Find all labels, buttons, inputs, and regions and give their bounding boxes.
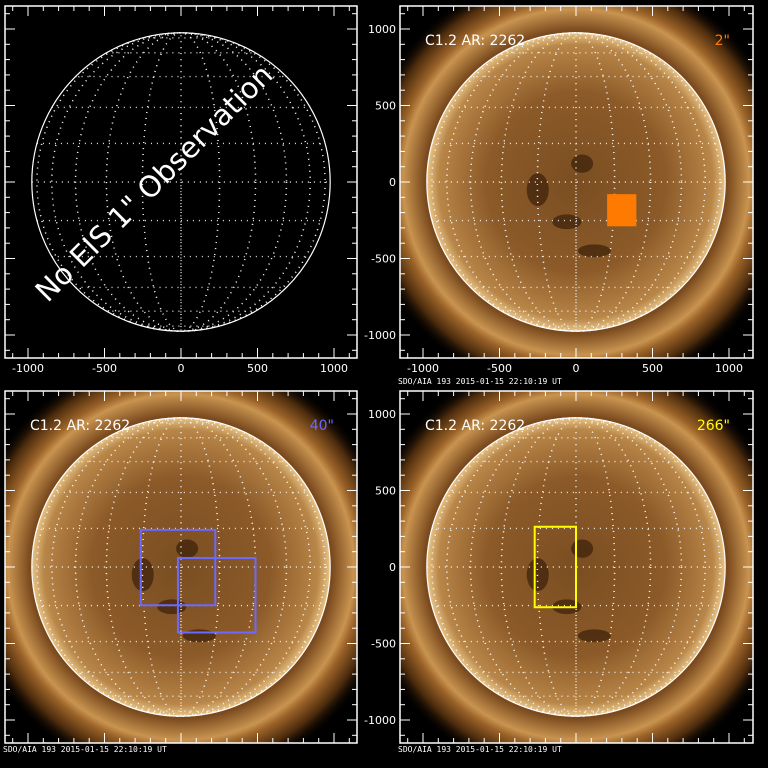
plot-area: [31, 32, 331, 332]
heliographic-grid: [31, 32, 331, 332]
panel-bottom-left: C1.2 AR: 2262 40" SDO/AIA 193 2015-01-15 2…: [3, 390, 358, 754]
flare-label: C1.2 AR: 2262: [30, 418, 130, 434]
dark-region: [176, 539, 199, 558]
solar-limb-outline: [426, 32, 726, 332]
solar-limb-outline: [31, 32, 331, 332]
y-tick-label: 500: [375, 485, 396, 498]
image-footer: SDO/AIA 193 2015-01-15 22:10:19 UT: [398, 745, 562, 754]
longitude-line: [469, 417, 683, 717]
x-tick-label: -500: [487, 362, 512, 375]
fov-label: 266": [697, 418, 730, 434]
y-tick-label: 1000: [368, 23, 396, 36]
longitude-line: [74, 417, 288, 717]
dark-region: [157, 599, 187, 615]
dark-region: [131, 558, 154, 592]
y-tick-label: 1000: [368, 408, 396, 421]
plot-area: [400, 391, 753, 743]
y-tick-label: 500: [375, 100, 396, 113]
plot-area: [400, 6, 753, 358]
dark-region: [526, 558, 549, 592]
flare-label: C1.2 AR: 2262: [425, 33, 525, 49]
dark-region: [182, 629, 216, 643]
solar-limb-outline: [31, 417, 331, 717]
dark-region: [526, 173, 549, 207]
eis-fov-box: [176, 556, 257, 634]
longitude-line: [446, 417, 706, 717]
eis-fov-box: [607, 194, 637, 227]
y-tick-label: -1000: [364, 329, 396, 342]
dark-region: [552, 214, 582, 230]
longitude-line: [51, 417, 311, 717]
panel-top-left: -1000 -500 0 500 1000 No EIS 1" Observation: [4, 5, 358, 375]
x-tick-label: 500: [247, 362, 268, 375]
longitude-line: [469, 32, 683, 332]
panel-top-right: -1000 -500 0 500 1000 1000 500 0 -500 -1000 C1.2 A…: [364, 5, 754, 386]
dark-region: [577, 629, 611, 643]
x-tick-label: 500: [642, 362, 663, 375]
no-observation-message: No EIS 1" Observation: [29, 58, 280, 309]
fov-label: 2": [715, 33, 730, 49]
x-tick-label: -1000: [407, 362, 439, 375]
x-tick-label: -1000: [12, 362, 44, 375]
panel-bottom-right: 1000 500 0 -500 -1000 C1.2 AR: 2262 266" SDO/AI…: [364, 390, 754, 754]
eis-fov-box: [533, 525, 578, 609]
y-tick-label: 0: [389, 561, 396, 574]
x-tick-label: 0: [573, 362, 580, 375]
dark-region: [571, 154, 594, 173]
y-tick-label: 0: [389, 176, 396, 189]
x-tick-label: 1000: [320, 362, 348, 375]
flare-label: C1.2 AR: 2262: [425, 418, 525, 434]
image-footer: SDO/AIA 193 2015-01-15 22:10:19 UT: [398, 377, 562, 386]
image-footer: SDO/AIA 193 2015-01-15 22:10:19 UT: [3, 745, 167, 754]
longitude-line: [141, 417, 221, 717]
x-tick-label: 0: [178, 362, 185, 375]
x-tick-label: 1000: [715, 362, 743, 375]
fov-label: 40": [310, 418, 334, 434]
y-tick-label: -500: [371, 253, 396, 266]
dark-region: [577, 244, 611, 258]
dark-region: [571, 539, 594, 558]
longitude-line: [141, 32, 221, 332]
y-tick-label: -500: [371, 638, 396, 651]
y-tick-label: -1000: [364, 714, 396, 727]
longitude-line: [51, 32, 311, 332]
x-tick-label: -500: [92, 362, 117, 375]
longitude-line: [74, 32, 288, 332]
longitude-line: [446, 32, 706, 332]
plot-area: [5, 391, 357, 743]
solar-limb-outline: [426, 417, 726, 717]
